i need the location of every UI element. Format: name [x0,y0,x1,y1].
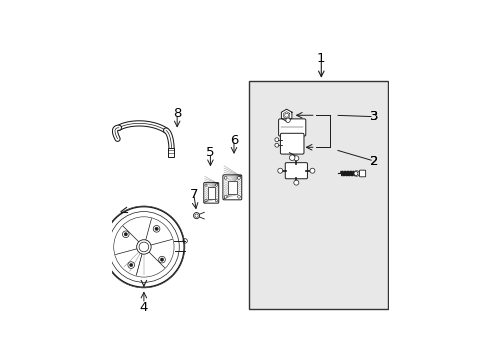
Circle shape [158,256,165,263]
Bar [207,187,214,199]
Circle shape [124,233,127,236]
FancyBboxPatch shape [223,175,241,200]
Circle shape [274,138,278,141]
Circle shape [237,176,240,179]
Circle shape [353,172,357,175]
Text: 3: 3 [369,110,377,123]
Circle shape [139,242,148,252]
Circle shape [193,212,199,219]
Circle shape [215,184,217,186]
Circle shape [293,180,298,185]
FancyBboxPatch shape [285,163,307,179]
Circle shape [284,113,288,117]
Circle shape [237,195,240,198]
FancyBboxPatch shape [278,119,305,136]
Text: 7: 7 [189,188,198,201]
Text: 3: 3 [369,110,377,123]
Text: 4: 4 [140,301,148,314]
FancyBboxPatch shape [203,183,218,203]
Text: 6: 6 [229,134,238,147]
Bar [168,148,173,157]
Circle shape [224,176,226,179]
Text: 2: 2 [369,154,377,167]
Circle shape [353,171,359,176]
FancyBboxPatch shape [359,170,365,177]
Circle shape [129,264,133,267]
Text: 5: 5 [206,146,214,159]
Circle shape [215,199,217,202]
Bar [227,181,236,194]
Circle shape [277,168,282,173]
Text: 2: 2 [369,154,377,167]
Circle shape [160,258,163,261]
Circle shape [293,156,298,161]
Circle shape [122,231,129,238]
Circle shape [136,240,151,254]
Circle shape [309,168,314,173]
Circle shape [224,195,226,198]
Text: 1: 1 [316,52,325,65]
Circle shape [153,225,160,232]
Circle shape [155,227,158,230]
Circle shape [204,184,207,186]
Polygon shape [281,109,291,121]
Circle shape [274,143,278,147]
Circle shape [289,155,294,161]
Circle shape [285,118,290,122]
Circle shape [128,262,134,268]
Circle shape [204,199,207,202]
Bar [249,81,387,309]
FancyBboxPatch shape [280,133,304,154]
Text: 8: 8 [173,107,181,120]
